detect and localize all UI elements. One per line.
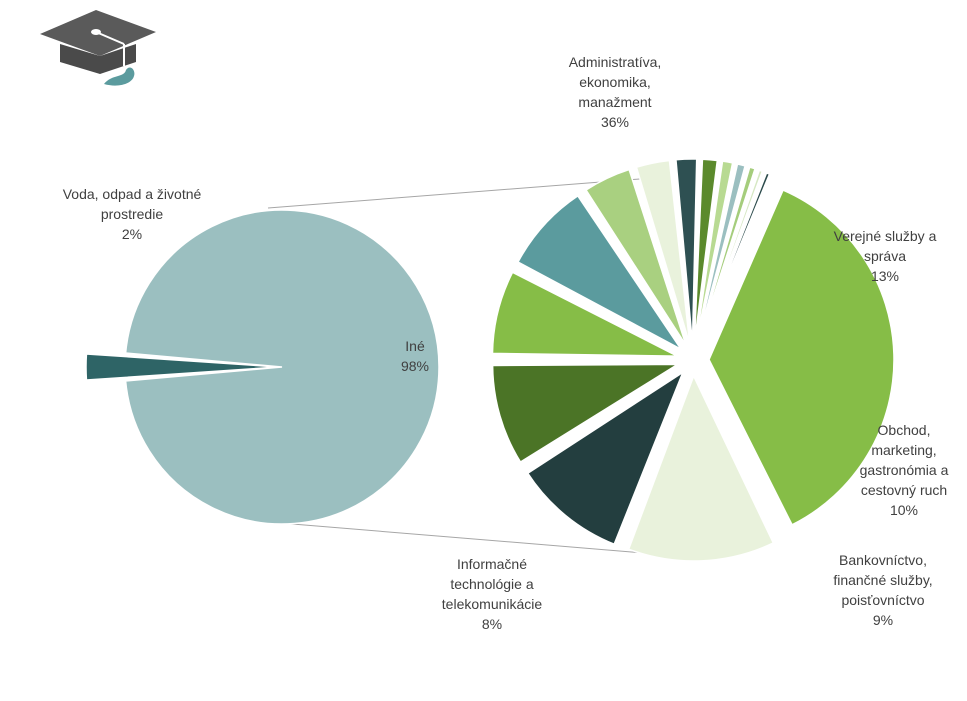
graduation-cap-icon: [38, 8, 158, 92]
label-administrativa: Administratíva, ekonomika, manažment 36%: [568, 54, 662, 130]
label-ine: Iné 98%: [400, 338, 430, 374]
secondary-slice-12: [696, 163, 747, 345]
secondary-slice-3: [526, 370, 685, 546]
secondary-slice-10: [693, 158, 719, 345]
label-obchod: Obchod, marketing, gastronómia a cestovn…: [859, 422, 949, 518]
pie-slice-ine: [124, 209, 440, 525]
secondary-slice-9: [675, 158, 698, 345]
secondary-slice-11: [695, 160, 734, 345]
secondary-slice-8: [635, 159, 691, 345]
label-bankovnictvo: Bankovníctvo, finančné služby, poisťovní…: [833, 552, 933, 628]
secondary-slice-4: [491, 363, 681, 464]
connector-line-bottom: [267, 521, 681, 557]
secondary-slice-14: [697, 169, 764, 346]
label-verejne-sluzby: Verejné služby a správa 13%: [833, 228, 937, 284]
label-voda: Voda, odpad a životné prostredie 2%: [62, 186, 202, 242]
secondary-slice-13: [697, 166, 756, 345]
secondary-slice-6: [516, 194, 682, 350]
secondary-slice-5: [491, 271, 678, 357]
connector-line-top: [267, 177, 653, 209]
label-informacne-technologie: Informačné technológie a telekomunikácie…: [441, 556, 543, 632]
secondary-slice-15: [698, 171, 771, 346]
pie-slice-voda: [85, 353, 279, 381]
secondary-slice-1: [708, 189, 895, 526]
secondary-slice-7: [584, 168, 687, 346]
secondary-slice-2: [627, 374, 775, 562]
